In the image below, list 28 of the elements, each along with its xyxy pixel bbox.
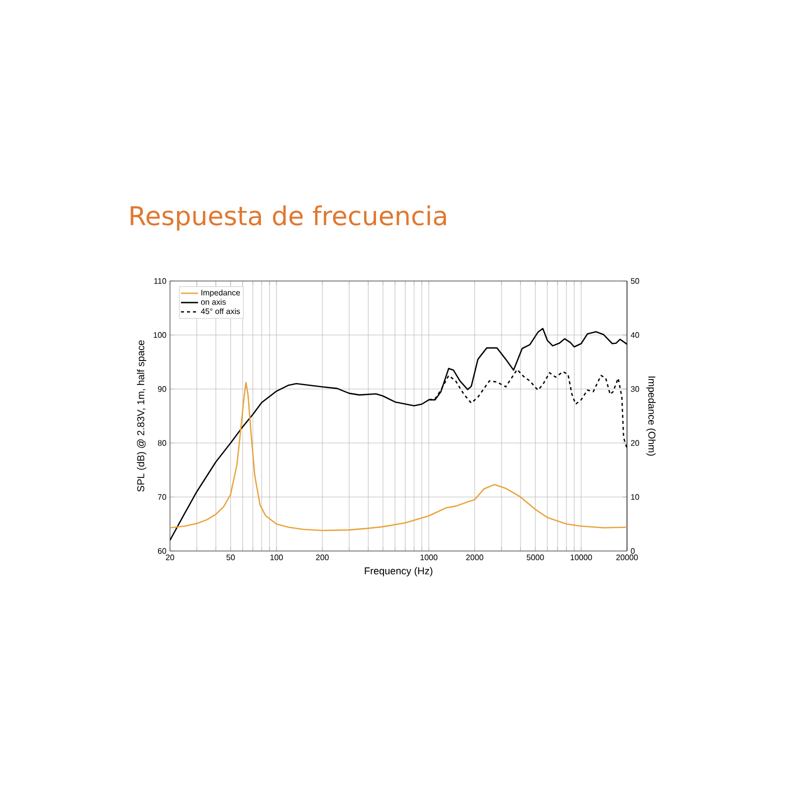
y-tick-label: 70 [158,494,166,500]
x-tick-label: 20 [166,554,174,560]
legend-label: on axis [201,298,226,305]
y2-tick-label: 10 [631,494,640,500]
y-tick-label: 90 [158,386,166,392]
x-tick-label: 10000 [570,554,592,560]
x-tick-label: 100 [270,554,283,560]
y2-tick-label: 30 [630,386,640,392]
x-tick-label: 1000 [420,554,438,560]
y-tick-label: 110 [154,278,166,284]
legend-label: 45° off axis [200,308,240,314]
y2-axis-title: Impedance (Ohm) [646,376,656,456]
y-tick-label: 60 [158,548,166,554]
legend-label: Impedance [201,290,240,298]
chart-title: Respuesta de frecuencia [130,205,446,231]
y2-tick-label: 50 [630,278,640,284]
y2-tick-label: 0 [630,548,635,554]
y-axis-title: SPL (dB) @ 2.83V, 1m, half space [136,340,146,492]
y2-tick-label: 40 [630,332,640,338]
x-tick-label: 5000 [526,554,544,560]
x-tick-label: 200 [316,554,329,560]
y2-tick-label: 20 [630,440,640,446]
x-tick-label: 2000 [466,554,484,560]
x-axis-title: Frequency (Hz) [364,567,432,576]
y-tick-label: 100 [154,332,166,338]
x-tick-label: 20000 [616,554,638,560]
x-tick-label: 50 [226,554,235,560]
y-tick-label: 80 [158,440,166,446]
